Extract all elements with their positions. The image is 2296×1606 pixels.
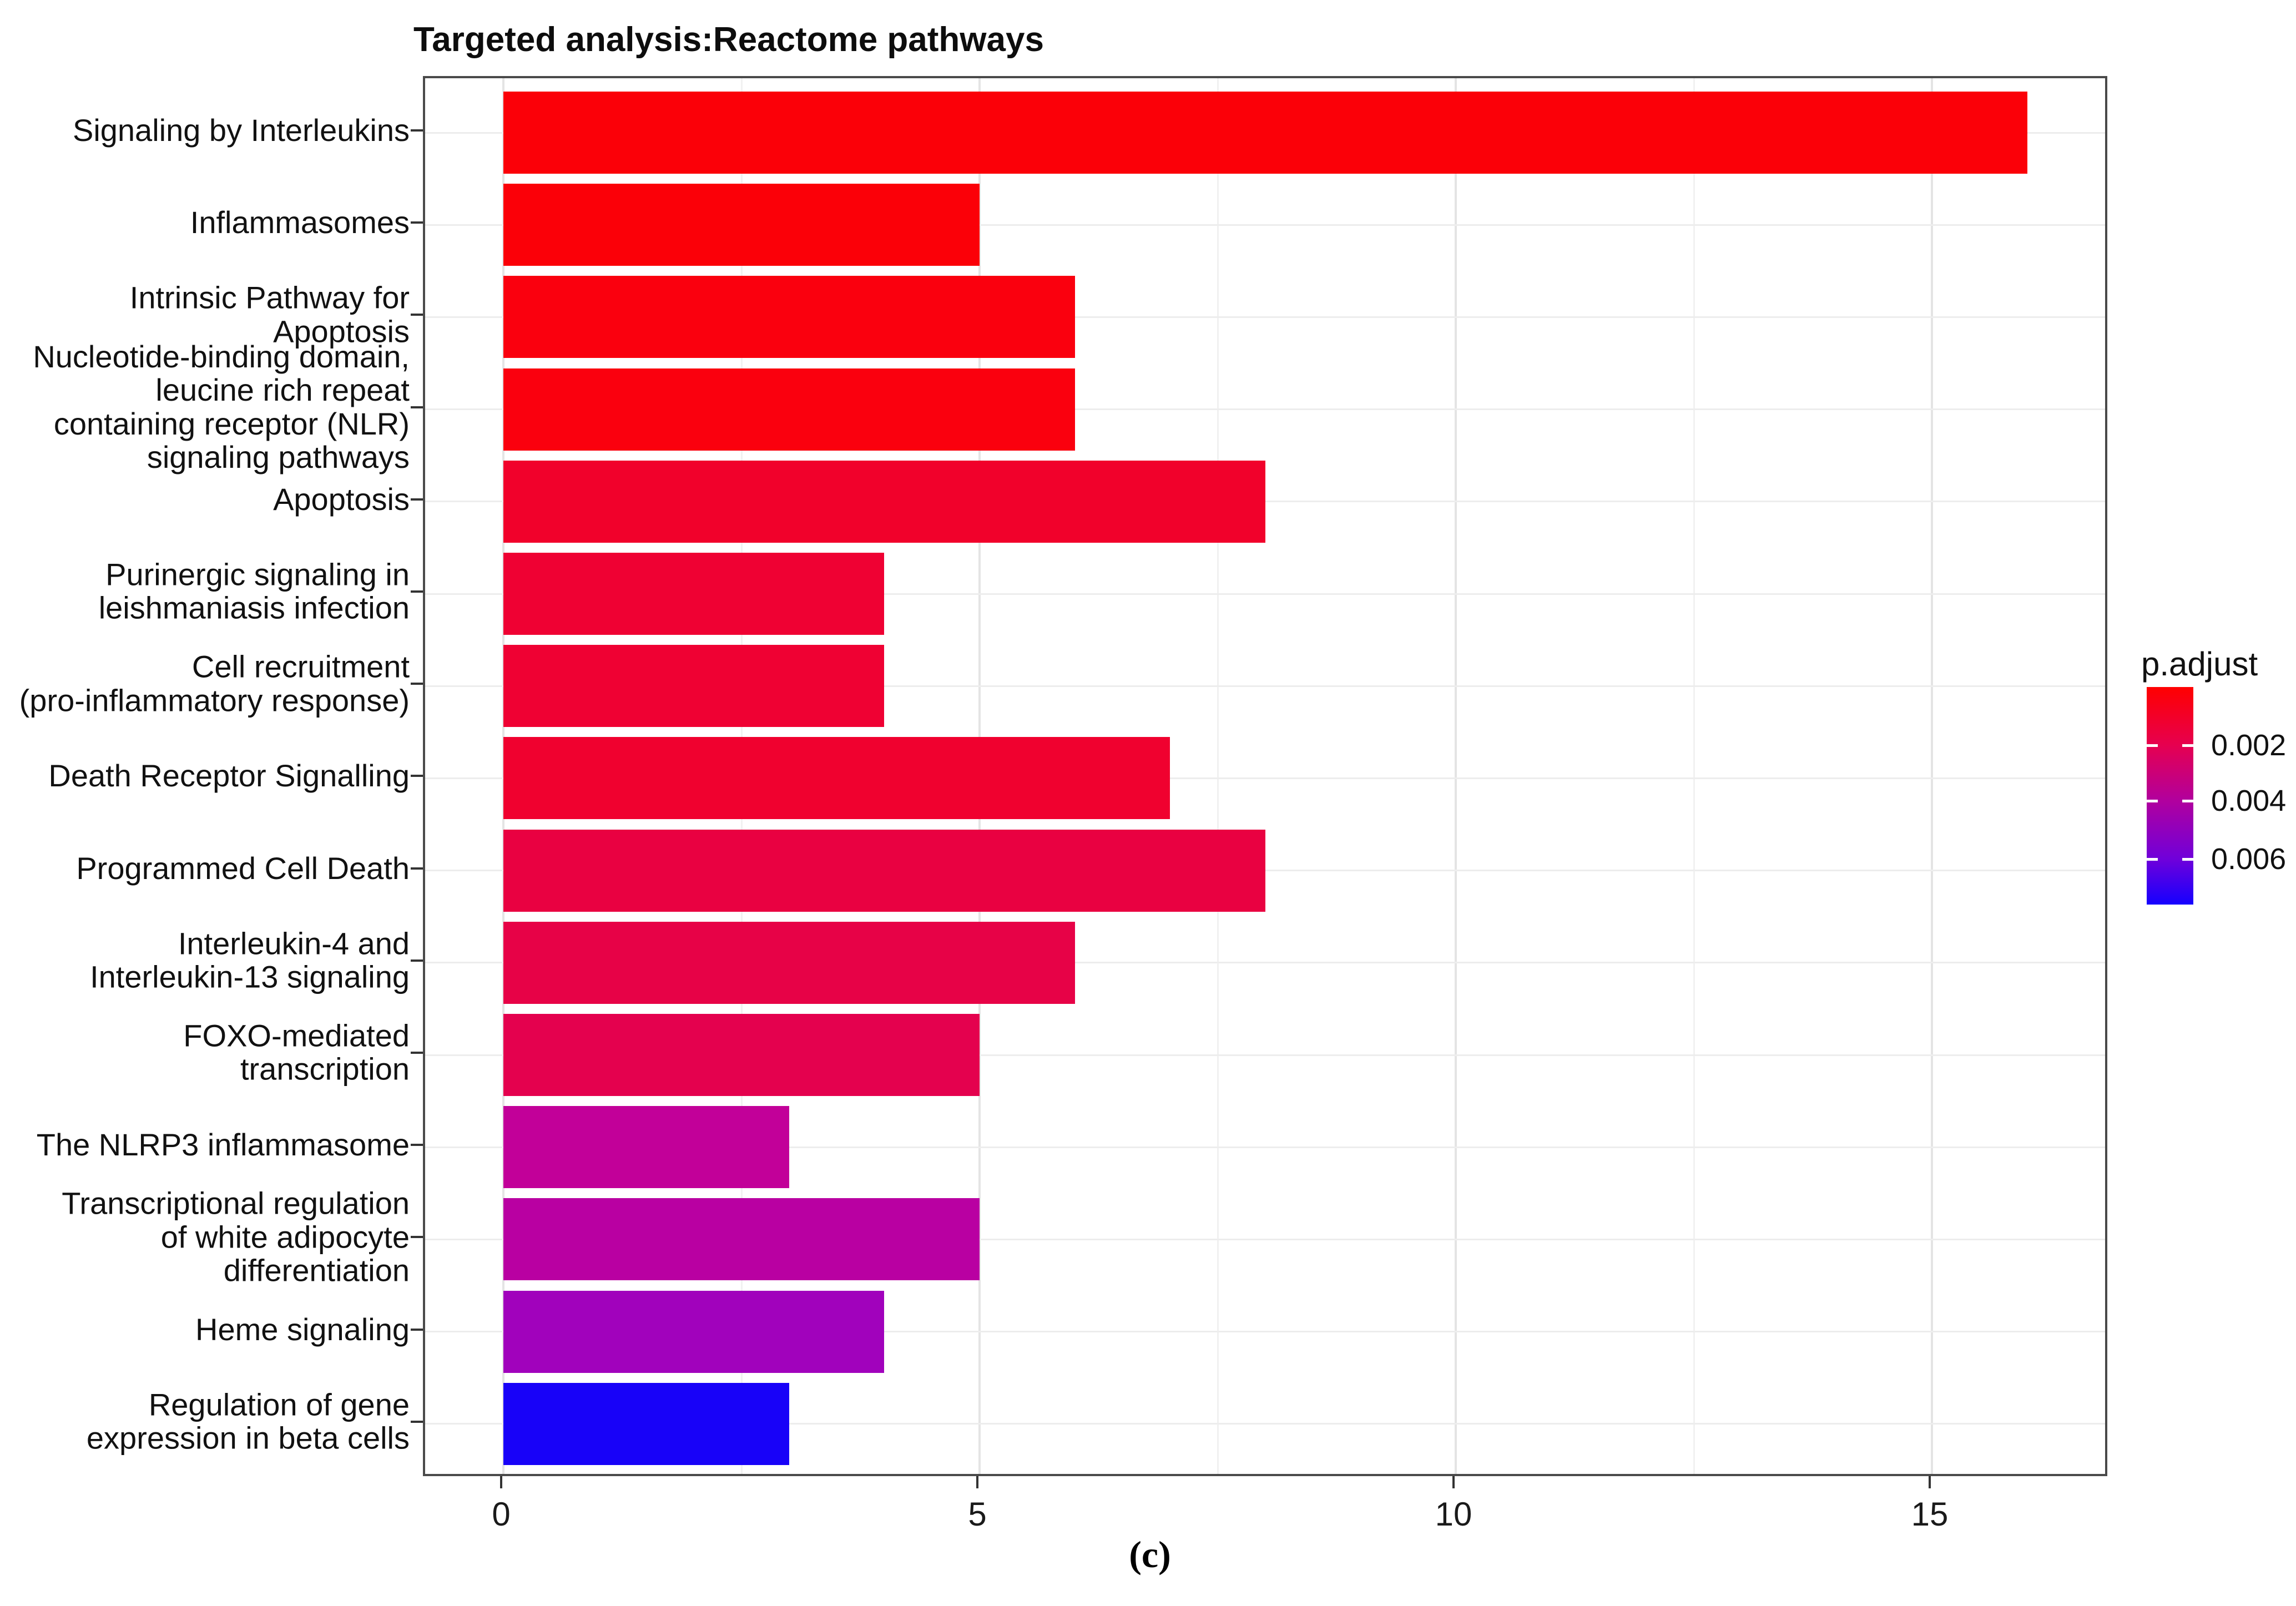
x-tick-label: 10: [1435, 1496, 1472, 1533]
figure-caption: (c): [1129, 1533, 1171, 1575]
row-gridline: [425, 962, 2105, 964]
chart-title: Targeted analysis:Reactome pathways: [413, 21, 1044, 59]
minor-gridline: [1217, 78, 1219, 1474]
y-tick-mark: [411, 683, 423, 685]
y-axis-label: Death Receptor Signalling: [48, 758, 410, 794]
y-axis-label: Purinergic signaling in leishmaniasis in…: [98, 557, 410, 625]
row-gridline: [425, 685, 2105, 687]
x-tick-mark: [1452, 1476, 1455, 1488]
legend-tick-mark: [2147, 857, 2158, 861]
legend-gradient-bar: [2147, 687, 2193, 905]
bar: [503, 553, 885, 635]
y-axis-label: Signaling by Interleukins: [72, 112, 410, 148]
bar: [503, 921, 1075, 1004]
row-gridline: [425, 1423, 2105, 1425]
bar: [503, 645, 885, 728]
y-axis-label: Programmed Cell Death: [76, 850, 410, 886]
row-gridline: [425, 1238, 2105, 1240]
y-tick-mark: [411, 1420, 423, 1423]
y-tick-mark: [411, 314, 423, 316]
y-axis-label: Apoptosis: [273, 481, 410, 517]
y-tick-mark: [411, 959, 423, 962]
major-gridline: [1931, 78, 1933, 1474]
legend-title: p.adjust: [2141, 645, 2258, 683]
bar: [503, 1106, 789, 1189]
row-gridline: [425, 777, 2105, 779]
bar: [503, 829, 1265, 912]
y-tick-mark: [411, 590, 423, 593]
minor-gridline: [1693, 78, 1695, 1474]
plot-panel: [423, 76, 2107, 1476]
y-tick-mark: [411, 1052, 423, 1054]
x-tick-mark: [976, 1476, 978, 1488]
y-tick-mark: [411, 129, 423, 132]
legend-tick-mark: [2182, 744, 2193, 747]
x-tick-mark: [1929, 1476, 1931, 1488]
y-axis-label: Transcriptional regulation of white adip…: [62, 1185, 410, 1288]
row-gridline: [425, 408, 2105, 411]
x-tick-label: 0: [492, 1496, 511, 1533]
y-axis-label: Inflammasomes: [190, 204, 410, 240]
row-gridline: [425, 316, 2105, 318]
y-axis-label: Intrinsic Pathway for Apoptosis: [129, 280, 410, 349]
y-tick-mark: [411, 406, 423, 408]
bar: [503, 184, 980, 266]
y-axis-label: Cell recruitment (pro-inflammatory respo…: [19, 649, 410, 718]
y-tick-mark: [411, 867, 423, 870]
x-tick-label: 15: [1911, 1496, 1949, 1533]
y-tick-mark: [411, 498, 423, 501]
row-gridline: [425, 1146, 2105, 1148]
y-axis-label: Nucleotide-binding domain, leucine rich …: [33, 339, 410, 475]
y-axis-label: Regulation of gene expression in beta ce…: [86, 1387, 410, 1456]
y-tick-mark: [411, 1144, 423, 1147]
y-axis-label: The NLRP3 inflammasome: [36, 1127, 410, 1162]
y-axis-label: FOXO-mediated transcription: [183, 1018, 410, 1087]
row-gridline: [425, 1331, 2105, 1333]
bar: [503, 92, 2027, 174]
y-tick-mark: [411, 1236, 423, 1239]
y-axis-label: Interleukin-4 and Interleukin-13 signali…: [90, 926, 410, 994]
legend-tick-mark: [2147, 799, 2158, 802]
bar: [503, 1290, 885, 1373]
bar: [503, 1382, 789, 1465]
y-axis-label: Heme signaling: [195, 1311, 410, 1347]
bar: [503, 1014, 980, 1096]
legend-tick-label: 0.006: [2211, 842, 2287, 876]
bar: [503, 1198, 980, 1281]
legend-tick-label: 0.004: [2211, 784, 2287, 818]
row-gridline: [425, 593, 2105, 595]
y-tick-mark: [411, 775, 423, 777]
bar: [503, 460, 1265, 543]
bar: [503, 737, 1170, 820]
legend-tick-mark: [2182, 799, 2193, 802]
legend-tick-mark: [2182, 857, 2193, 861]
legend-tick-label: 0.002: [2211, 729, 2287, 762]
row-gridline: [425, 224, 2105, 226]
y-tick-mark: [411, 221, 423, 224]
major-gridline: [1455, 78, 1457, 1474]
bar: [503, 368, 1075, 451]
y-tick-mark: [411, 1328, 423, 1331]
legend-tick-mark: [2147, 744, 2158, 747]
x-tick-label: 5: [968, 1496, 987, 1533]
bar: [503, 276, 1075, 358]
x-tick-mark: [500, 1476, 502, 1488]
row-gridline: [425, 1054, 2105, 1056]
